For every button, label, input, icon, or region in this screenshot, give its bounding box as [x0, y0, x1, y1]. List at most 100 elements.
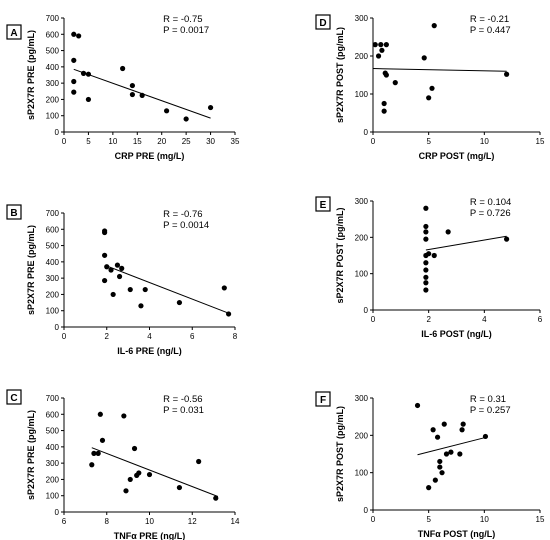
- y-tick-label: 0: [364, 306, 369, 315]
- data-point: [426, 485, 432, 491]
- data-point: [460, 421, 466, 427]
- data-point: [76, 33, 82, 39]
- y-tick-label: 300: [355, 394, 369, 403]
- y-tick-label: 400: [46, 63, 60, 72]
- x-tick-label: 2: [426, 315, 431, 324]
- y-tick-label: 500: [46, 242, 60, 251]
- x-tick-label: 0: [62, 332, 67, 341]
- x-tick-label: 15: [536, 515, 545, 524]
- data-point: [120, 65, 126, 72]
- y-tick-label: 100: [46, 112, 60, 121]
- data-point: [95, 450, 101, 456]
- data-point: [383, 42, 389, 48]
- data-point: [423, 274, 429, 280]
- data-point: [423, 236, 429, 242]
- x-axis-title: CRP PRE (mg/L): [115, 151, 185, 161]
- y-tick-label: 700: [46, 209, 60, 218]
- y-axis-title: sP2X7R PRE (pg/mL): [26, 410, 36, 500]
- data-point: [482, 433, 489, 440]
- data-point: [445, 229, 451, 235]
- y-tick-label: 200: [46, 95, 60, 104]
- panel-letter-box: [6, 204, 22, 220]
- data-point: [432, 477, 438, 483]
- data-point: [108, 267, 114, 273]
- x-tick-label: 5: [426, 515, 431, 524]
- x-tick-label: 10: [108, 137, 117, 146]
- x-tick-label: 6: [62, 517, 67, 526]
- y-tick-label: 0: [55, 323, 60, 332]
- data-point: [392, 80, 398, 86]
- panel-letter: D: [319, 18, 326, 29]
- stat-annotation: P = 0.031: [163, 405, 204, 416]
- x-tick-label: 10: [145, 517, 154, 526]
- data-point: [136, 470, 142, 476]
- y-tick-label: 300: [46, 274, 60, 283]
- x-tick-label: 25: [182, 137, 191, 146]
- data-point: [439, 470, 445, 476]
- data-point: [379, 47, 385, 53]
- data-point: [146, 471, 153, 478]
- x-axis-title: TNFα PRE (ng/L): [114, 531, 186, 540]
- x-tick-label: 0: [371, 137, 376, 146]
- regression-line: [425, 235, 507, 251]
- data-point: [383, 72, 389, 78]
- x-tick-label: 15: [133, 137, 142, 146]
- panel-letter: A: [10, 28, 17, 39]
- x-tick-label: 35: [231, 137, 240, 146]
- data-point: [196, 458, 202, 465]
- y-tick-label: 700: [46, 394, 60, 403]
- data-point: [381, 100, 387, 107]
- data-point: [110, 291, 116, 298]
- data-point: [372, 42, 378, 48]
- y-tick-label: 200: [46, 475, 60, 484]
- y-tick-label: 200: [355, 431, 369, 440]
- panel-b: B 0 2 4 6 8 0 100 200 300 400 500 600 700 IL-6 PRE (ng…: [6, 204, 238, 356]
- x-tick-label: 6: [190, 332, 195, 341]
- data-point: [102, 252, 108, 258]
- panel-letter: C: [10, 393, 17, 404]
- y-axis-title: sP2X7R PRE (pg/mL): [26, 225, 36, 315]
- panel-letter-box: [315, 14, 331, 30]
- data-point: [423, 260, 429, 266]
- y-axis-title: sP2X7R POST (pg/mL): [335, 207, 345, 303]
- data-point: [225, 311, 232, 317]
- data-point: [85, 96, 92, 103]
- y-tick-label: 0: [364, 506, 369, 515]
- x-tick-label: 8: [233, 332, 238, 341]
- data-point: [71, 57, 77, 63]
- data-point: [423, 267, 429, 273]
- y-tick-label: 100: [46, 492, 60, 501]
- y-tick-label: 100: [355, 469, 369, 478]
- panel-a: A 0 5 10 15 20 25 30 35 0 100 200 300 400 500 600 700 CRP…: [6, 14, 240, 161]
- data-point: [429, 85, 435, 91]
- y-tick-label: 300: [355, 197, 369, 206]
- y-tick-label: 500: [46, 427, 60, 436]
- stat-annotation: P = 0.0014: [163, 220, 209, 231]
- data-point: [381, 108, 387, 114]
- panel-e: E 0 2 4 6 0 100 200 300 IL-6 POST (ng/L) sP2X7R PO…: [315, 196, 543, 339]
- data-point: [102, 229, 108, 236]
- data-point: [138, 303, 144, 309]
- panel-letter-box: [315, 391, 331, 407]
- data-point: [437, 458, 443, 465]
- data-point: [375, 53, 382, 59]
- data-point: [504, 71, 510, 77]
- data-point: [114, 262, 121, 268]
- data-point: [431, 23, 437, 29]
- data-point: [123, 488, 129, 494]
- data-point: [129, 82, 135, 89]
- regression-line: [91, 447, 219, 497]
- panel-letter: B: [10, 208, 17, 219]
- stat-annotation: R = -0.75: [163, 14, 202, 25]
- x-axis-title: TNFα POST (ng/L): [418, 529, 496, 539]
- y-tick-label: 200: [355, 52, 369, 61]
- x-tick-label: 12: [188, 517, 197, 526]
- stat-annotation: P = 0.447: [470, 25, 511, 36]
- stat-annotation: R = -0.56: [163, 394, 202, 405]
- data-point: [183, 116, 189, 122]
- data-point: [441, 421, 447, 427]
- data-point: [71, 31, 77, 37]
- x-axis-title: IL-6 PRE (ng/L): [117, 346, 182, 356]
- stat-annotation: R = -0.76: [163, 209, 202, 220]
